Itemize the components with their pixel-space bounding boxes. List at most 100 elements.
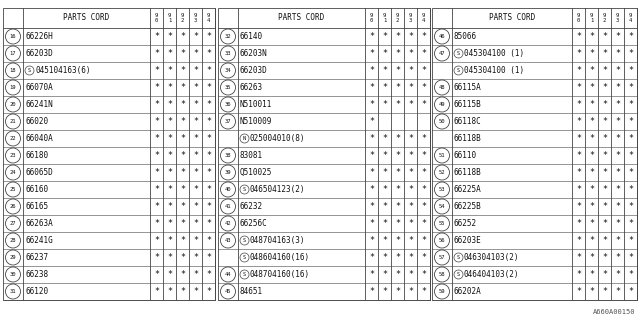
Text: *: * (576, 270, 581, 279)
Text: 66202A: 66202A (454, 287, 482, 296)
Text: *: * (421, 66, 426, 75)
Text: *: * (395, 100, 400, 109)
Text: 66070A: 66070A (25, 83, 52, 92)
Text: *: * (369, 151, 374, 160)
Text: *: * (369, 49, 374, 58)
Text: *: * (628, 253, 633, 262)
Text: *: * (408, 236, 413, 245)
Text: *: * (395, 168, 400, 177)
Text: 048704163(3): 048704163(3) (250, 236, 305, 245)
Text: *: * (628, 219, 633, 228)
Text: *: * (615, 185, 620, 194)
Text: 048604160(16): 048604160(16) (250, 253, 310, 262)
Text: *: * (193, 100, 198, 109)
Text: *: * (408, 253, 413, 262)
Text: 49: 49 (439, 102, 445, 107)
Text: *: * (382, 49, 387, 58)
Text: N: N (243, 136, 246, 141)
Text: 66118C: 66118C (454, 117, 482, 126)
Text: *: * (167, 49, 172, 58)
Text: *: * (576, 100, 581, 109)
Text: *: * (602, 185, 607, 194)
Text: 045304100 (1): 045304100 (1) (464, 66, 524, 75)
Text: *: * (167, 185, 172, 194)
Text: *: * (154, 253, 159, 262)
Text: *: * (382, 270, 387, 279)
Bar (218, 8, 430, 300)
Text: 9
3: 9 3 (194, 13, 197, 23)
Text: 9
0: 9 0 (155, 13, 158, 23)
Text: *: * (408, 287, 413, 296)
Text: *: * (408, 168, 413, 177)
Text: *: * (421, 219, 426, 228)
Text: 045304100 (1): 045304100 (1) (464, 49, 524, 58)
Text: 66238: 66238 (25, 270, 48, 279)
Text: *: * (576, 117, 581, 126)
Text: *: * (602, 151, 607, 160)
Text: 66203N: 66203N (240, 49, 268, 58)
Text: 025004010(8): 025004010(8) (250, 134, 305, 143)
Text: 56: 56 (439, 238, 445, 243)
Text: *: * (395, 236, 400, 245)
Text: *: * (408, 202, 413, 211)
Text: *: * (576, 134, 581, 143)
Text: 66165: 66165 (25, 202, 48, 211)
Text: N510011: N510011 (240, 100, 273, 109)
Text: *: * (615, 83, 620, 92)
Text: 57: 57 (439, 255, 445, 260)
Text: *: * (602, 134, 607, 143)
Text: *: * (408, 185, 413, 194)
Text: *: * (395, 253, 400, 262)
Text: *: * (167, 287, 172, 296)
Text: 046304103(2): 046304103(2) (464, 253, 520, 262)
Text: 59: 59 (439, 289, 445, 294)
Text: S: S (457, 68, 460, 73)
Text: *: * (628, 32, 633, 41)
Text: *: * (180, 202, 185, 211)
Text: S: S (457, 51, 460, 56)
Text: 9
0: 9 0 (577, 13, 580, 23)
Text: *: * (628, 83, 633, 92)
Text: *: * (382, 185, 387, 194)
Text: *: * (615, 117, 620, 126)
Text: 43: 43 (225, 238, 231, 243)
Text: *: * (615, 219, 620, 228)
Text: *: * (615, 236, 620, 245)
Text: *: * (408, 49, 413, 58)
Text: 36: 36 (225, 102, 231, 107)
Text: *: * (167, 100, 172, 109)
Text: *: * (167, 202, 172, 211)
Text: *: * (369, 32, 374, 41)
Text: *: * (193, 117, 198, 126)
Text: *: * (421, 134, 426, 143)
Text: 66115A: 66115A (454, 83, 482, 92)
Text: 66203D: 66203D (240, 66, 268, 75)
Text: *: * (193, 151, 198, 160)
Text: *: * (180, 117, 185, 126)
Text: *: * (615, 253, 620, 262)
Text: 045104163(6): 045104163(6) (35, 66, 90, 75)
Text: *: * (602, 253, 607, 262)
Text: *: * (408, 66, 413, 75)
Text: *: * (167, 151, 172, 160)
Text: 9
0: 9 0 (370, 13, 373, 23)
Text: *: * (369, 202, 374, 211)
Text: *: * (421, 287, 426, 296)
Text: *: * (180, 185, 185, 194)
Text: *: * (589, 151, 594, 160)
Text: *: * (180, 134, 185, 143)
Text: *: * (421, 270, 426, 279)
Text: *: * (602, 168, 607, 177)
Text: 048704160(16): 048704160(16) (250, 270, 310, 279)
Text: *: * (589, 270, 594, 279)
Text: *: * (628, 270, 633, 279)
Text: *: * (180, 253, 185, 262)
Text: S: S (457, 255, 460, 260)
Text: *: * (615, 49, 620, 58)
Text: *: * (615, 168, 620, 177)
Text: 34: 34 (225, 68, 231, 73)
Text: *: * (395, 202, 400, 211)
Text: *: * (602, 236, 607, 245)
Text: 51: 51 (439, 153, 445, 158)
Text: *: * (589, 49, 594, 58)
